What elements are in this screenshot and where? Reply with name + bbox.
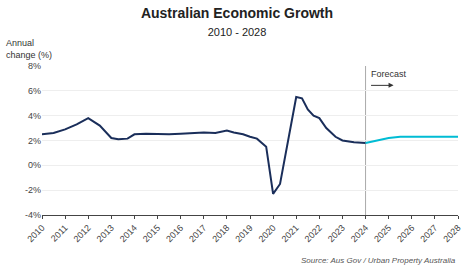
svg-text:2010: 2010 [25, 223, 46, 244]
svg-text:8%: 8% [28, 61, 41, 71]
svg-text:2022: 2022 [303, 223, 324, 244]
svg-text:2026: 2026 [395, 223, 416, 244]
svg-text:2011: 2011 [49, 223, 70, 244]
svg-text:2015: 2015 [141, 223, 162, 244]
svg-text:0%: 0% [28, 160, 41, 170]
svg-text:6%: 6% [28, 86, 41, 96]
svg-text:2019: 2019 [233, 223, 254, 244]
svg-text:Forecast: Forecast [371, 69, 407, 79]
svg-text:Annualchange (%): Annualchange (%) [6, 38, 52, 60]
svg-text:Source: Aus Gov / Urban Proper: Source: Aus Gov / Urban Property Austral… [301, 256, 456, 265]
svg-text:2023: 2023 [326, 223, 347, 244]
svg-text:2012: 2012 [72, 223, 93, 244]
svg-text:2017: 2017 [187, 223, 208, 244]
svg-text:Australian Economic Growth2010: Australian Economic Growth2010 - 2028 [141, 5, 333, 38]
svg-text:2021: 2021 [280, 223, 301, 244]
svg-text:4%: 4% [28, 111, 41, 121]
svg-text:2018: 2018 [210, 223, 231, 244]
svg-text:2027: 2027 [418, 223, 439, 244]
svg-text:-2%: -2% [25, 185, 41, 195]
svg-text:2020: 2020 [256, 223, 277, 244]
svg-text:2025: 2025 [372, 223, 393, 244]
svg-text:2013: 2013 [95, 223, 116, 244]
svg-text:2%: 2% [28, 136, 41, 146]
svg-text:-4%: -4% [25, 210, 41, 220]
svg-text:2028: 2028 [441, 223, 462, 244]
svg-text:2016: 2016 [164, 223, 185, 244]
svg-text:2014: 2014 [118, 223, 139, 244]
svg-text:2024: 2024 [349, 223, 370, 244]
